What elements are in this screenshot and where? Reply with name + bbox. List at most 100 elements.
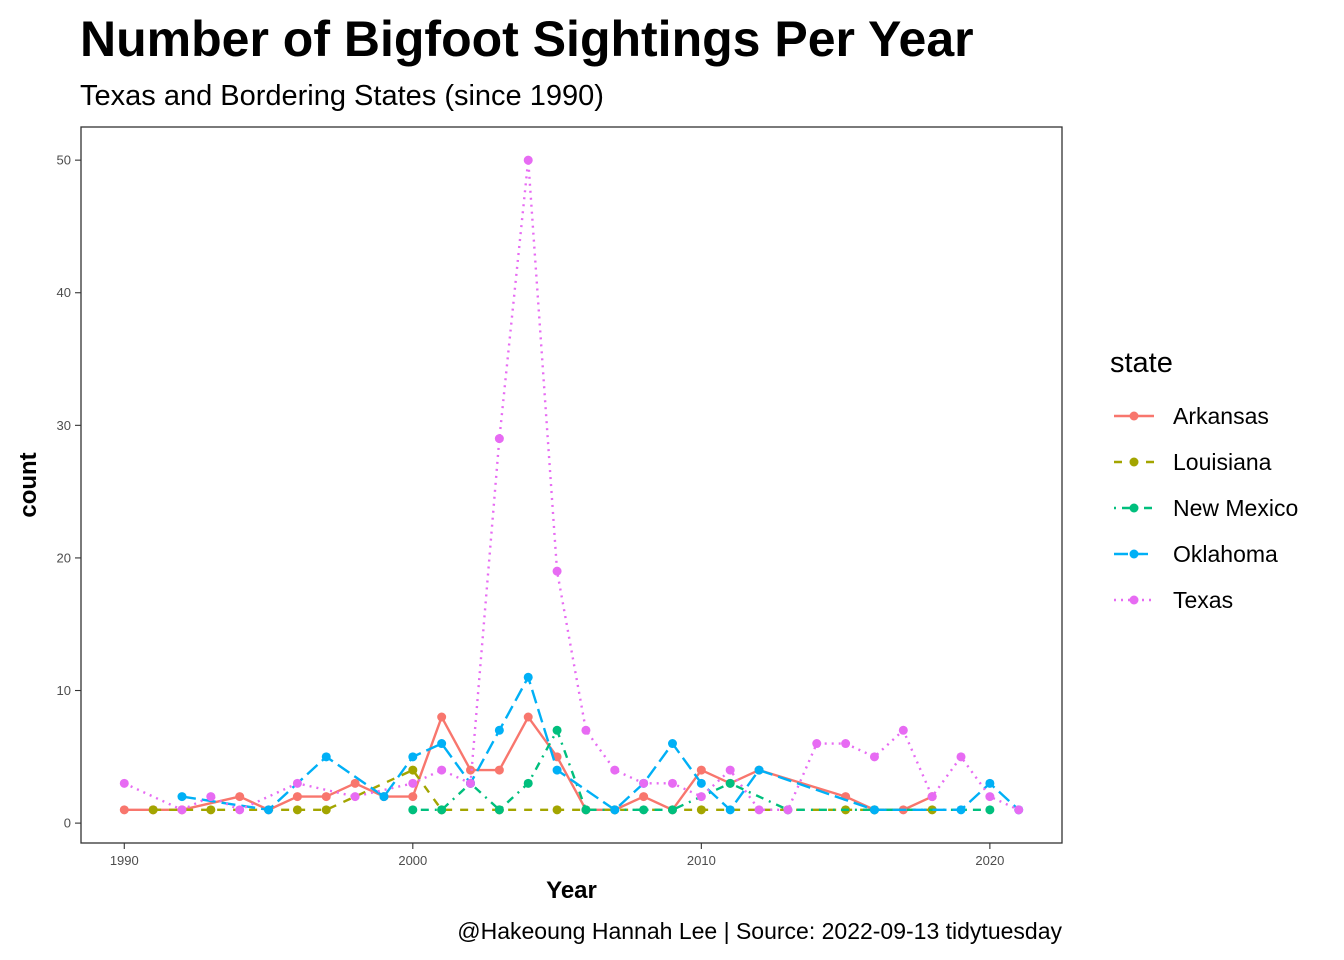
data-point	[696, 805, 706, 815]
data-point	[119, 778, 129, 788]
series-texas	[119, 155, 1024, 815]
legend-label: Louisiana	[1173, 449, 1272, 475]
data-point	[292, 792, 302, 802]
data-point	[494, 805, 504, 815]
legend-item-new-mexico: New Mexico	[1114, 495, 1298, 521]
series-line	[153, 768, 933, 812]
x-tick-label: 2020	[975, 853, 1004, 868]
series-line	[124, 715, 933, 812]
series-oklahoma	[177, 672, 1024, 815]
data-point	[119, 805, 129, 815]
data-point	[552, 566, 562, 576]
data-point	[898, 725, 908, 735]
data-point	[927, 792, 937, 802]
data-point	[552, 765, 562, 775]
data-point	[869, 752, 879, 762]
data-point	[696, 765, 706, 775]
data-point	[437, 765, 447, 775]
y-tick-label: 0	[64, 816, 71, 831]
data-point	[754, 805, 764, 815]
legend-label: New Mexico	[1173, 495, 1298, 521]
data-point	[408, 752, 418, 762]
data-point	[321, 752, 331, 762]
data-point	[869, 805, 879, 815]
chart-caption: @Hakeoung Hannah Lee | Source: 2022-09-1…	[457, 918, 1062, 944]
data-point	[177, 805, 187, 815]
y-tick-label: 30	[57, 418, 71, 433]
legend-key-point	[1129, 411, 1139, 421]
data-point	[552, 725, 562, 735]
x-tick-label: 2010	[687, 853, 716, 868]
y-tick-label: 50	[57, 153, 71, 168]
data-point	[523, 712, 533, 722]
data-point	[581, 805, 591, 815]
data-point	[292, 778, 302, 788]
data-point	[956, 805, 966, 815]
data-point	[350, 778, 360, 788]
data-point	[523, 778, 533, 788]
data-point	[408, 778, 418, 788]
data-point	[639, 778, 649, 788]
data-point	[437, 712, 447, 722]
data-point	[408, 805, 418, 815]
data-point	[956, 752, 966, 762]
data-point	[494, 765, 504, 775]
legend-item-oklahoma: Oklahoma	[1114, 541, 1278, 567]
chart-title: Number of Bigfoot Sightings Per Year	[80, 11, 974, 67]
data-point	[350, 792, 360, 802]
legend-key-point	[1129, 503, 1139, 513]
series-line	[123, 158, 1020, 812]
legend-item-louisiana: Louisiana	[1114, 449, 1272, 475]
data-point	[639, 805, 649, 815]
plot-area	[119, 155, 1024, 815]
chart-subtitle: Texas and Bordering States (since 1990)	[80, 80, 604, 112]
data-point	[754, 765, 764, 775]
x-tick-label: 2000	[398, 853, 427, 868]
legend-title: state	[1110, 347, 1173, 379]
data-point	[235, 792, 245, 802]
data-point	[696, 792, 706, 802]
legend-item-texas: Texas	[1114, 587, 1233, 613]
data-point	[148, 805, 158, 815]
legend-label: Oklahoma	[1173, 541, 1278, 567]
data-point	[235, 805, 245, 815]
legend-key-point	[1129, 457, 1139, 467]
data-point	[206, 805, 216, 815]
data-point	[321, 792, 331, 802]
plot-panel-border	[80, 126, 1063, 844]
legend-label: Texas	[1173, 587, 1233, 613]
legend-key-point	[1129, 549, 1139, 559]
data-point	[667, 778, 677, 788]
data-point	[437, 805, 447, 815]
legend-key-point	[1129, 595, 1139, 605]
data-point	[667, 805, 677, 815]
data-point	[1014, 805, 1024, 815]
data-point	[264, 805, 274, 815]
legend-label: Arkansas	[1173, 403, 1269, 429]
series-arkansas	[119, 712, 937, 815]
series-line	[412, 729, 990, 812]
data-point	[408, 765, 418, 775]
y-tick-label: 10	[57, 683, 71, 698]
legend: Arkansas Louisiana New Mexico Oklahoma Texas	[1114, 403, 1298, 613]
data-point	[985, 792, 995, 802]
x-axis-title: Year	[546, 877, 597, 904]
data-point	[639, 792, 649, 802]
data-point	[437, 739, 447, 749]
data-point	[610, 805, 620, 815]
y-axis: 0 10 20 30 40 50	[57, 153, 81, 831]
data-point	[466, 778, 476, 788]
data-point	[379, 792, 389, 802]
data-point	[725, 765, 735, 775]
x-axis: 1990 2000 2010 2020	[110, 843, 1004, 868]
series-line	[181, 676, 1020, 812]
y-tick-label: 20	[57, 550, 71, 565]
data-point	[523, 672, 533, 682]
data-point	[494, 725, 504, 735]
data-point	[812, 739, 822, 749]
data-point	[494, 434, 504, 444]
data-point	[552, 805, 562, 815]
data-point	[408, 792, 418, 802]
x-tick-label: 1990	[110, 853, 139, 868]
y-tick-label: 40	[57, 285, 71, 300]
